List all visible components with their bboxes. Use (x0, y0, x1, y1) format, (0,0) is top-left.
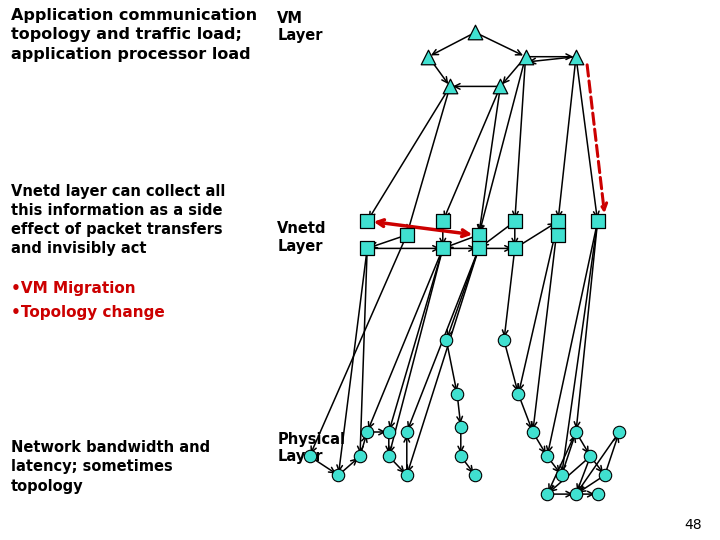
Point (451, 390, 463, 399)
Text: Physical
Layer: Physical Layer (277, 432, 345, 464)
Point (509, 244, 521, 253)
Point (455, 452, 467, 461)
Point (361, 217, 373, 226)
Point (599, 471, 611, 480)
Point (541, 490, 553, 498)
Point (455, 422, 467, 431)
Point (383, 428, 395, 436)
Point (441, 336, 452, 345)
Point (423, 52, 434, 61)
Point (570, 52, 582, 61)
Point (585, 452, 596, 461)
Point (401, 231, 413, 239)
Point (513, 390, 524, 399)
Point (541, 452, 553, 461)
Point (495, 82, 506, 91)
Point (437, 217, 449, 226)
Point (552, 231, 564, 239)
Point (444, 82, 456, 91)
Point (498, 336, 510, 345)
Point (570, 428, 582, 436)
Point (592, 217, 603, 226)
Point (592, 490, 603, 498)
Point (509, 217, 521, 226)
Point (383, 452, 395, 461)
Point (570, 490, 582, 498)
Point (361, 428, 373, 436)
Point (401, 471, 413, 480)
Point (469, 471, 481, 480)
Point (613, 428, 625, 436)
Point (520, 52, 531, 61)
Point (354, 452, 366, 461)
Point (552, 217, 564, 226)
Text: 48: 48 (685, 518, 702, 532)
Point (333, 471, 344, 480)
Point (556, 471, 567, 480)
Point (437, 244, 449, 253)
Text: Vnetd layer can collect all
this information as a side
effect of packet transfer: Vnetd layer can collect all this informa… (11, 184, 225, 256)
Text: •Topology change: •Topology change (11, 305, 165, 320)
Text: •VM Migration: •VM Migration (11, 281, 135, 296)
Point (527, 428, 539, 436)
Point (401, 428, 413, 436)
Text: Vnetd
Layer: Vnetd Layer (277, 221, 327, 254)
Point (473, 231, 485, 239)
Point (473, 244, 485, 253)
Text: Application communication
topology and traffic load;
application processor load: Application communication topology and t… (11, 8, 257, 62)
Text: VM
Layer: VM Layer (277, 11, 323, 43)
Text: Network bandwidth and
latency; sometimes
topology: Network bandwidth and latency; sometimes… (11, 440, 210, 494)
Point (304, 452, 315, 461)
Point (469, 28, 481, 37)
Point (361, 244, 373, 253)
